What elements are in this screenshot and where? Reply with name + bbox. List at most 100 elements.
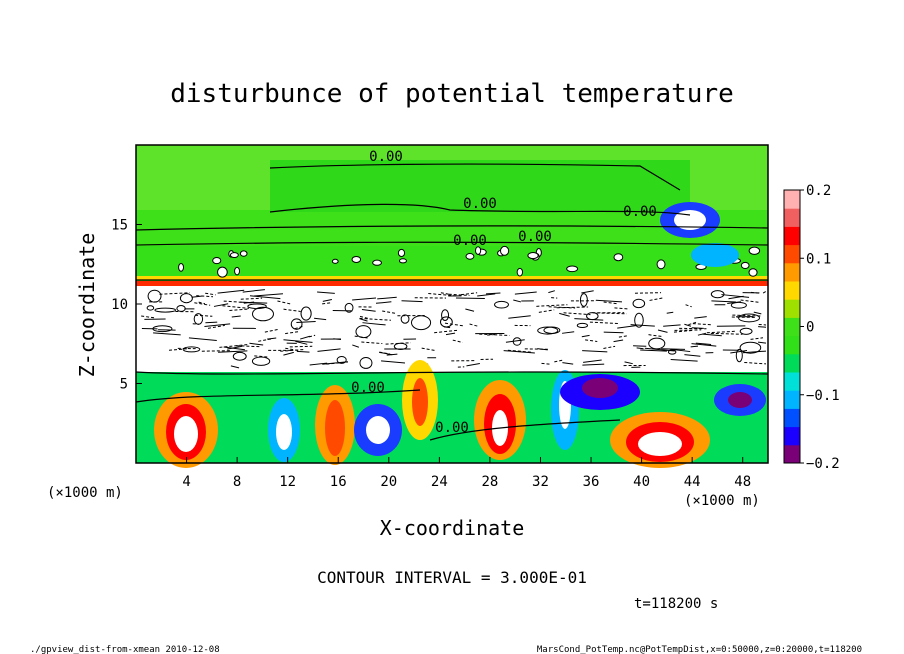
- texture-line: [223, 346, 245, 351]
- texture-line: [614, 307, 630, 310]
- texture-line: [633, 345, 647, 347]
- texture-line: [730, 350, 748, 354]
- texture-line: [377, 296, 397, 300]
- texture-line: [460, 292, 478, 296]
- texture-line: [236, 345, 261, 348]
- texture-line: [231, 315, 241, 318]
- texture-line: [359, 317, 391, 321]
- footer-right: MarsCond_PotTemp.nc@PotTempDist,x=0:5000…: [537, 645, 862, 654]
- texture-ring: [290, 318, 303, 330]
- texture-line: [401, 300, 423, 303]
- texture-dot: [656, 259, 666, 270]
- texture-line: [585, 339, 598, 342]
- colorbar-tick-label: −0.2: [806, 456, 840, 472]
- texture-line: [740, 299, 760, 303]
- texture-line: [562, 362, 574, 365]
- y-tick-label: 5: [120, 377, 128, 393]
- texture-line: [581, 290, 594, 294]
- texture-line: [685, 304, 692, 308]
- texture-line: [352, 344, 360, 348]
- colorbar-cell: [784, 317, 800, 337]
- texture-line: [603, 301, 617, 305]
- x-tick-label: 32: [532, 474, 549, 490]
- texture-ring: [739, 341, 762, 354]
- texture-line: [630, 324, 655, 327]
- texture-line: [548, 290, 555, 294]
- texture-line: [688, 321, 697, 326]
- colorbar-cell: [784, 335, 800, 355]
- texture-line: [296, 350, 310, 353]
- texture-line: [753, 311, 762, 315]
- texture-line: [661, 348, 686, 350]
- texture-line: [477, 293, 496, 297]
- texture-dot: [351, 255, 362, 263]
- texture-line: [213, 303, 229, 307]
- texture-dot: [398, 258, 408, 264]
- texture-ring: [634, 312, 644, 328]
- texture-line: [649, 297, 664, 301]
- colorbar: 0.2 0.1 0 −0.1 −0.2: [783, 183, 840, 472]
- texture-line: [283, 339, 313, 343]
- texture-line: [309, 362, 328, 366]
- texture-ring: [355, 325, 372, 339]
- texture-line: [322, 361, 348, 365]
- texture-line: [314, 317, 327, 321]
- texture-dot: [748, 268, 758, 277]
- texture-line: [695, 342, 712, 346]
- texture-line: [582, 363, 605, 366]
- texture-line: [514, 291, 537, 295]
- texture-ring: [176, 305, 186, 312]
- texture-ring: [251, 356, 271, 366]
- texture-dot: [212, 256, 222, 265]
- anomaly-blobs: [154, 202, 766, 468]
- texture-line: [666, 311, 674, 314]
- contour-lines: [135, 163, 769, 441]
- texture-line: [379, 351, 393, 356]
- texture-ring: [512, 337, 522, 346]
- texture-line: [513, 299, 522, 303]
- plot-area: 0.00 0.00 0.00 0.00 0.00 0.00 0.00: [135, 144, 769, 468]
- x-axis-unit-right: (×1000 m): [684, 493, 760, 509]
- footer-left: ./gpview_dist-from-xmean 2010-12-08: [30, 645, 220, 654]
- texture-dot: [372, 259, 382, 266]
- colorbar-cell: [784, 299, 800, 318]
- texture-line: [264, 328, 280, 333]
- texture-line: [249, 342, 264, 346]
- contour-interval-text: CONTOUR INTERVAL = 3.000E-01: [317, 568, 587, 587]
- texture-line: [595, 299, 623, 303]
- texture-line: [322, 302, 332, 305]
- texture-line: [670, 359, 698, 362]
- texture-line: [218, 350, 248, 353]
- texture-ring: [576, 322, 588, 329]
- texture-line: [636, 347, 644, 350]
- colorbar-cell: [784, 262, 800, 282]
- texture-ring: [154, 307, 177, 313]
- texture-line: [205, 321, 218, 324]
- texture-ring: [193, 313, 204, 325]
- texture-line: [254, 293, 283, 297]
- texture-line: [296, 321, 316, 324]
- texture-line: [648, 334, 663, 338]
- x-axis-label: X-coordinate: [380, 516, 525, 540]
- texture-line: [758, 326, 767, 328]
- texture-line: [205, 292, 216, 296]
- texture-line: [317, 348, 341, 352]
- texture-line: [538, 309, 555, 313]
- colorbar-cell: [784, 444, 800, 464]
- texture-line: [507, 349, 533, 353]
- texture-dot: [239, 250, 248, 257]
- colorbar-tick-label: 0.1: [806, 251, 831, 267]
- colorbar-cell: [784, 281, 800, 300]
- texture-ring: [730, 301, 747, 309]
- texture-line: [227, 345, 243, 350]
- texture-ring: [247, 303, 267, 310]
- texture-line: [694, 316, 707, 319]
- texture-ring: [667, 349, 677, 355]
- texture-line: [582, 350, 608, 353]
- texture-line: [308, 334, 316, 338]
- texture-line: [382, 310, 397, 315]
- colorbar-cell: [784, 390, 800, 409]
- texture-line: [750, 337, 764, 340]
- texture-line: [691, 343, 717, 347]
- texture-ring: [359, 356, 373, 369]
